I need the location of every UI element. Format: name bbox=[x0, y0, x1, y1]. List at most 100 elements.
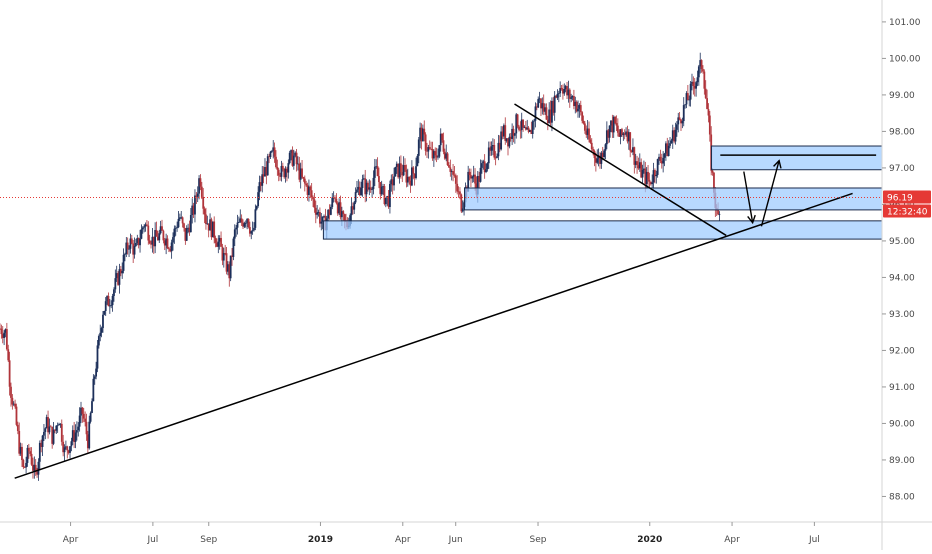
candle bbox=[426, 142, 428, 159]
current-price-badge: 96.19 bbox=[883, 190, 931, 204]
trendline[interactable] bbox=[514, 103, 727, 237]
candle bbox=[563, 83, 566, 96]
zone-rect[interactable] bbox=[710, 145, 883, 171]
candle bbox=[235, 224, 238, 237]
candle bbox=[329, 204, 332, 216]
candle bbox=[250, 230, 253, 240]
candle bbox=[467, 165, 470, 192]
candle bbox=[450, 169, 453, 181]
candle bbox=[67, 449, 70, 455]
candle bbox=[152, 236, 155, 254]
candle bbox=[231, 248, 233, 266]
price-axis[interactable]: 101.00100.0099.0098.0097.0096.0095.0094.… bbox=[881, 0, 921, 550]
candle bbox=[552, 97, 555, 116]
candle bbox=[434, 147, 437, 161]
candle bbox=[183, 222, 185, 232]
candle bbox=[686, 84, 689, 101]
candle bbox=[321, 216, 324, 230]
candle bbox=[58, 422, 60, 426]
candle bbox=[634, 153, 637, 169]
candle bbox=[531, 119, 534, 139]
candle bbox=[696, 70, 699, 87]
candle bbox=[240, 214, 243, 226]
candle bbox=[677, 112, 680, 133]
candle bbox=[383, 184, 386, 206]
candle bbox=[45, 414, 48, 429]
candle bbox=[358, 181, 361, 197]
candle bbox=[301, 159, 303, 179]
candle bbox=[55, 425, 58, 434]
candle bbox=[408, 176, 411, 185]
zone-rect[interactable] bbox=[322, 220, 883, 240]
candle bbox=[505, 138, 508, 143]
candle bbox=[184, 227, 187, 245]
time-axis[interactable]: Apr Jul Sep 2019 Apr Jun Sep 2020 Apr Jul bbox=[0, 521, 932, 545]
candle bbox=[191, 198, 194, 224]
candle bbox=[70, 437, 73, 452]
candle bbox=[327, 208, 330, 222]
candle bbox=[69, 446, 71, 459]
candle bbox=[623, 129, 626, 140]
arrow[interactable] bbox=[743, 171, 756, 225]
candle bbox=[562, 84, 564, 100]
trendline[interactable] bbox=[14, 192, 853, 479]
candle bbox=[236, 214, 239, 235]
candle bbox=[23, 466, 26, 468]
candle bbox=[401, 164, 404, 183]
price-badges: 96.19 12:32:40 bbox=[883, 190, 931, 218]
candle bbox=[111, 293, 114, 312]
candle bbox=[622, 132, 625, 141]
svg-text:12:32:40: 12:32:40 bbox=[887, 207, 928, 217]
candle bbox=[302, 176, 305, 182]
candle bbox=[125, 237, 128, 258]
candle bbox=[530, 121, 533, 135]
candle bbox=[185, 225, 188, 242]
y-tick-label: 97.00 bbox=[889, 164, 915, 174]
candle bbox=[312, 195, 314, 208]
candle bbox=[92, 374, 95, 402]
candle bbox=[350, 197, 353, 225]
candle bbox=[107, 292, 110, 307]
candle bbox=[571, 95, 574, 101]
candle bbox=[590, 138, 593, 153]
candle bbox=[174, 225, 177, 236]
y-tick-label: 100.00 bbox=[889, 54, 921, 64]
candle bbox=[56, 422, 59, 433]
zone-rect[interactable] bbox=[464, 187, 883, 211]
candle bbox=[442, 132, 445, 155]
x-tick-label: Sep bbox=[530, 535, 547, 545]
candle bbox=[416, 153, 419, 167]
candle bbox=[290, 149, 292, 161]
x-tick-label: 2019 bbox=[308, 535, 333, 545]
candle bbox=[232, 236, 235, 261]
candle bbox=[162, 229, 165, 244]
candle bbox=[156, 231, 159, 241]
candle bbox=[266, 153, 269, 176]
candle bbox=[566, 81, 568, 99]
y-tick-label: 91.00 bbox=[889, 383, 915, 393]
candle bbox=[261, 166, 264, 193]
candle bbox=[692, 76, 695, 95]
candle bbox=[581, 111, 584, 124]
candle bbox=[63, 444, 66, 461]
candle bbox=[309, 185, 312, 199]
arrow[interactable] bbox=[760, 159, 782, 227]
candle bbox=[516, 113, 519, 129]
candle bbox=[284, 166, 287, 183]
candle bbox=[248, 221, 251, 237]
candle bbox=[673, 127, 676, 144]
candle bbox=[255, 205, 258, 211]
candle bbox=[360, 181, 362, 197]
candle bbox=[432, 149, 435, 167]
candle bbox=[99, 324, 102, 342]
candle bbox=[297, 156, 299, 171]
candle bbox=[509, 133, 512, 142]
y-tick-label: 101.00 bbox=[889, 18, 921, 28]
candle bbox=[243, 221, 246, 229]
candle bbox=[706, 89, 708, 110]
candle bbox=[283, 167, 286, 179]
candle bbox=[675, 121, 678, 137]
candle bbox=[387, 189, 390, 209]
